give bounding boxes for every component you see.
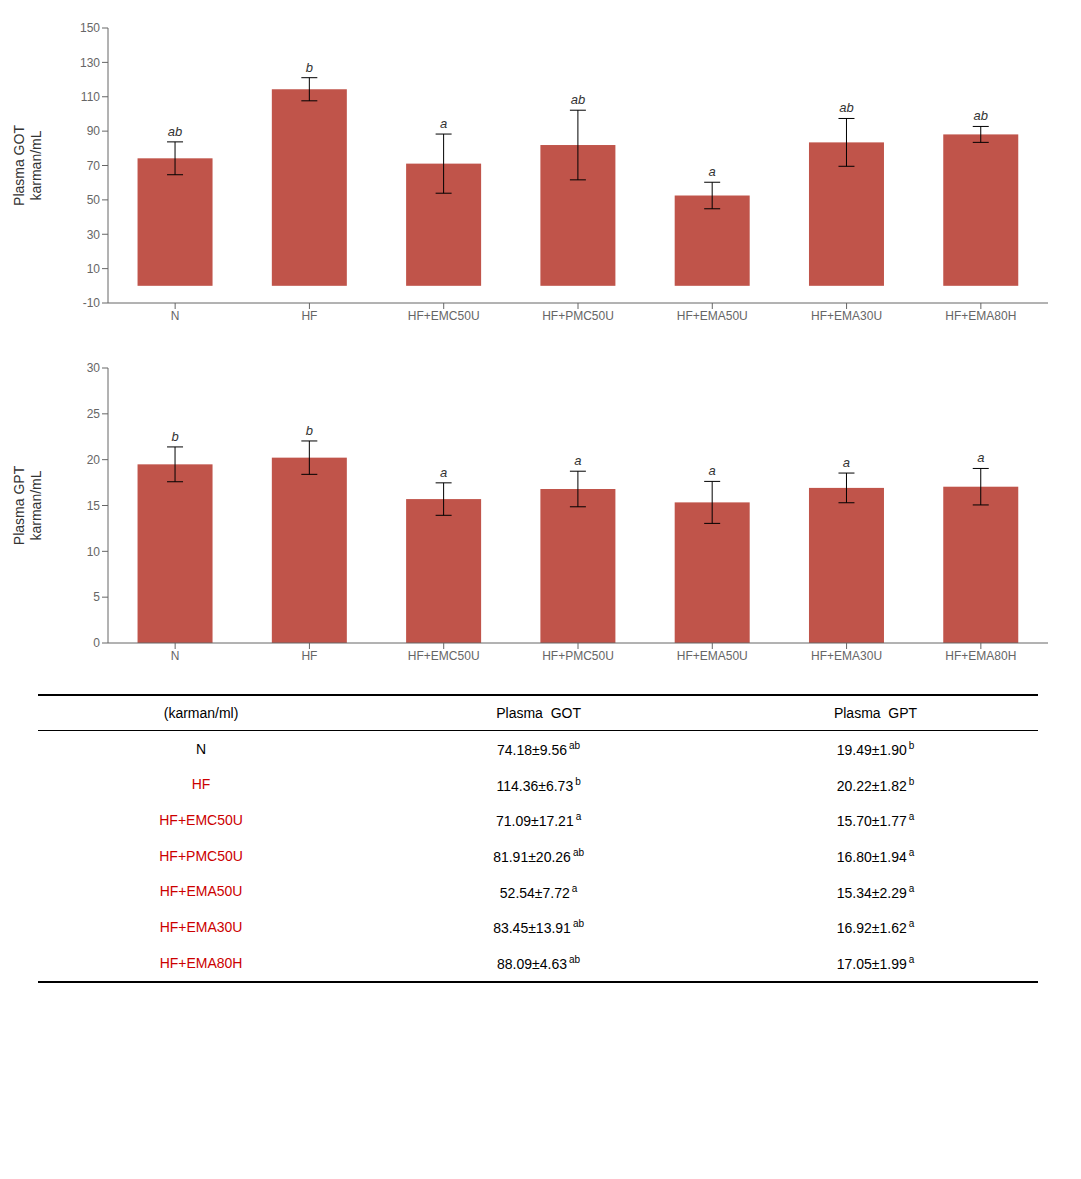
svg-text:HF+EMA30U: HF+EMA30U [811, 649, 882, 663]
svg-text:HF+PMC50U: HF+PMC50U [542, 649, 614, 663]
html-text:16.92±1.62a: 16.92±1.62a [836, 918, 915, 936]
html-text:HF+EMA50U: HF+EMA50U [159, 883, 243, 900]
svg-text:0: 0 [93, 636, 100, 650]
html-text:15.34±2.29a: 15.34±2.29a [836, 882, 915, 901]
svg-text:HF+EMA80H: HF+EMA80H [945, 309, 1016, 323]
svg-text:HF+EMA30U: HF+EMA30U [811, 309, 882, 323]
svg-text:30: 30 [87, 228, 101, 242]
svg-text:5: 5 [93, 590, 100, 604]
svg-text:a: a [843, 455, 850, 470]
svg-text:N: N [171, 649, 180, 663]
svg-text:110: 110 [81, 90, 100, 104]
html-text:114.36±6.73b: 114.36±6.73b [496, 775, 581, 794]
svg-text:a: a [709, 463, 716, 478]
html-text:83.45±13.91ab: 83.45±13.91ab [493, 918, 584, 936]
html-text:N: N [196, 740, 207, 757]
svg-text:HF+EMA50U: HF+EMA50U [677, 309, 748, 323]
svg-text:b: b [306, 60, 313, 75]
html-text:HF+PMC50U: HF+PMC50U [159, 847, 243, 864]
html-text:17.05±1.99a: 17.05±1.99a [836, 953, 915, 972]
svg-text:HF: HF [301, 309, 317, 323]
svg-text:ab: ab [571, 92, 585, 107]
svg-text:Plasma GPTkarman/mL: Plasma GPTkarman/mL [11, 465, 44, 545]
svg-text:HF: HF [301, 649, 317, 663]
svg-text:50: 50 [87, 193, 101, 207]
html-text:(karman/ml): (karman/ml) [163, 705, 239, 721]
html-text:52.54±7.72a: 52.54±7.72a [499, 882, 578, 901]
svg-text:a: a [574, 453, 581, 468]
html-text:16.80±1.94a: 16.80±1.94a [836, 847, 915, 865]
svg-text:70: 70 [87, 159, 101, 173]
svg-text:b: b [171, 429, 178, 444]
svg-text:a: a [709, 164, 716, 179]
svg-text:a: a [440, 465, 447, 480]
svg-text:b: b [306, 423, 313, 438]
svg-text:a: a [977, 450, 984, 465]
svg-text:90: 90 [87, 124, 101, 138]
html-text:HF+EMA30U: HF+EMA30U [159, 919, 243, 936]
html-text:HF+EMA80H: HF+EMA80H [159, 954, 243, 971]
svg-text:N: N [171, 309, 180, 323]
svg-text:Plasma GOTkarman/mL: Plasma GOTkarman/mL [11, 125, 44, 206]
html-text:19.49±1.90b: 19.49±1.90b [836, 740, 915, 758]
html-text:Plasma GOT: Plasma GOT [496, 705, 581, 721]
html-text:HF+EMC50U: HF+EMC50U [159, 812, 243, 829]
svg-text:ab: ab [974, 108, 988, 123]
svg-text:10: 10 [87, 262, 101, 276]
svg-text:HF+PMC50U: HF+PMC50U [542, 309, 614, 323]
svg-text:HF+EMC50U: HF+EMC50U [408, 649, 480, 663]
html-text:HF: HF [191, 776, 211, 793]
svg-text:130: 130 [80, 56, 100, 70]
svg-text:HF+EMA80H: HF+EMA80H [945, 649, 1016, 663]
svg-text:HF+EMA50U: HF+EMA50U [677, 649, 748, 663]
html-text:15.70±1.77a: 15.70±1.77a [836, 811, 915, 829]
svg-text:ab: ab [168, 124, 182, 139]
svg-text:25: 25 [87, 407, 101, 421]
svg-text:-10: -10 [83, 296, 101, 310]
svg-text:a: a [440, 116, 447, 131]
svg-text:HF+EMC50U: HF+EMC50U [408, 309, 480, 323]
html-text:Plasma GPT: Plasma GPT [833, 705, 918, 721]
svg-text:10: 10 [87, 545, 101, 559]
svg-text:ab: ab [839, 100, 853, 115]
svg-text:30: 30 [87, 361, 101, 375]
html-text:74.18±9.56ab: 74.18±9.56ab [497, 740, 581, 758]
html-text:81.91±20.26ab: 81.91±20.26ab [493, 847, 584, 865]
svg-text:150: 150 [80, 21, 100, 35]
html-text:20.22±1.82b: 20.22±1.82b [836, 775, 915, 794]
html-text:71.09±17.21a: 71.09±17.21a [495, 811, 582, 829]
svg-text:20: 20 [87, 453, 101, 467]
svg-text:15: 15 [87, 499, 101, 513]
html-text:88.09±4.63ab: 88.09±4.63ab [497, 953, 581, 972]
